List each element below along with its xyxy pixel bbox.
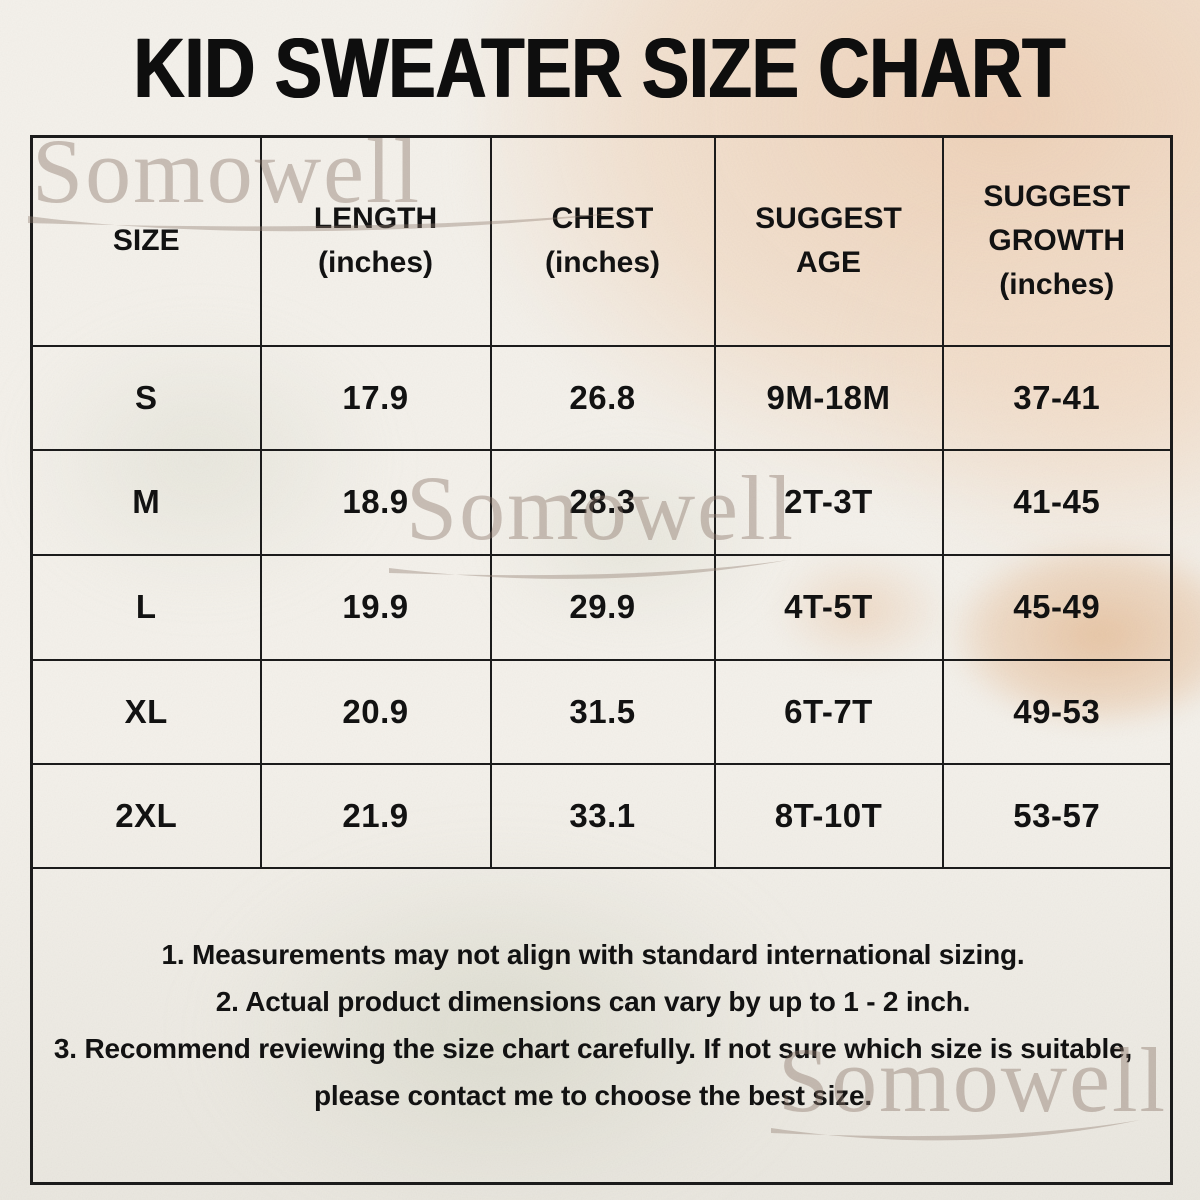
table-row-2xl: 2XL 21.9 33.1 8T-10T 53-57 (30, 762, 1173, 869)
col-header-size: SIZE (30, 135, 262, 347)
watermark-somowell-bottom: Somowell (778, 1034, 1167, 1126)
table-row-l: L 19.9 29.9 4T-5T 45-49 (30, 553, 1173, 661)
watermark-somowell-middle: Somowell (406, 462, 795, 554)
cell-size: M (30, 448, 262, 556)
size-chart-table: SIZE LENGTH (inches) CHEST (inches) SUGG… (30, 135, 1173, 1185)
cell-length: 20.9 (259, 658, 492, 765)
cell-growth: 41-45 (941, 448, 1173, 556)
table-row-m: M 18.9 28.3 2T-3T 41-45 (30, 448, 1173, 556)
cell-chest: 31.5 (489, 658, 716, 765)
cell-age: 4T-5T (713, 553, 944, 661)
cell-age: 8T-10T (713, 762, 944, 869)
cell-age: 2T-3T (713, 448, 944, 556)
notes-row: 1. Measurements may not align with stand… (30, 866, 1173, 1185)
cell-size: S (30, 344, 262, 451)
watermark-text: Somowell (32, 120, 422, 222)
cell-length: 21.9 (259, 762, 492, 869)
watermark-text: Somowell (778, 1029, 1168, 1131)
cell-chest: 29.9 (489, 553, 716, 661)
cell-growth: 53-57 (941, 762, 1173, 869)
notes-cell: 1. Measurements may not align with stand… (30, 866, 1173, 1185)
cell-size: L (30, 553, 262, 661)
note-line-1: 1. Measurements may not align with stand… (161, 939, 1025, 971)
cell-size: 2XL (30, 762, 262, 869)
col-header-chest: CHEST (inches) (489, 135, 716, 347)
cell-length: 18.9 (259, 448, 492, 556)
cell-age: 6T-7T (713, 658, 944, 765)
cell-length: 19.9 (259, 553, 492, 661)
col-header-length: LENGTH (inches) (259, 135, 492, 347)
header-row: SIZE LENGTH (inches) CHEST (inches) SUGG… (30, 135, 1173, 347)
cell-growth: 49-53 (941, 658, 1173, 765)
cell-age: 9M-18M (713, 344, 944, 451)
table-row-xl: XL 20.9 31.5 6T-7T 49-53 (30, 658, 1173, 765)
col-header-suggest-age: SUGGEST AGE (713, 135, 944, 347)
cell-growth: 37-41 (941, 344, 1173, 451)
cell-growth: 45-49 (941, 553, 1173, 661)
watermark-text: Somowell (406, 457, 796, 559)
cell-chest: 28.3 (489, 448, 716, 556)
watermark-somowell-top: Somowell (32, 125, 421, 217)
cell-length: 17.9 (259, 344, 492, 451)
cell-chest: 33.1 (489, 762, 716, 869)
table-row-s: S 17.9 26.8 9M-18M 37-41 (30, 344, 1173, 451)
page-title: KID SWEATER SIZE CHART (0, 18, 1200, 118)
note-line-3: 3. Recommend reviewing the size chart ca… (53, 1033, 1133, 1112)
col-header-suggest-growth: SUGGEST GROWTH (inches) (941, 135, 1173, 347)
cell-size: XL (30, 658, 262, 765)
page-title-text: KID SWEATER SIZE CHART (134, 21, 1066, 115)
note-line-2: 2. Actual product dimensions can vary by… (215, 986, 971, 1018)
cell-chest: 26.8 (489, 344, 716, 451)
